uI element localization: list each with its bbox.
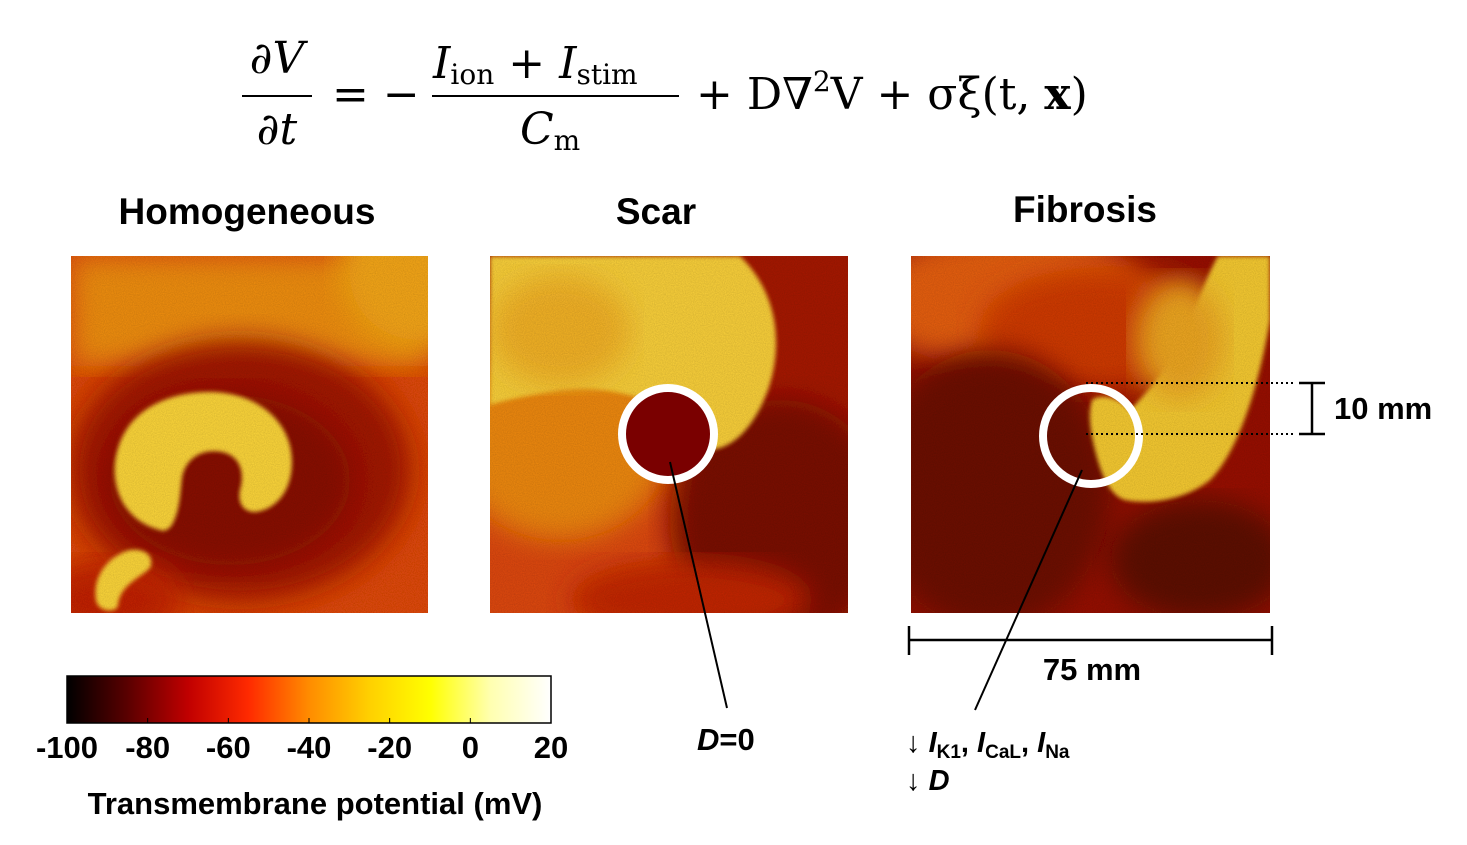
colorbar-tick-label: -100 <box>36 730 98 765</box>
lhs-denominator: ∂t <box>257 104 298 155</box>
lhs-numerator: ∂V <box>250 33 309 84</box>
fibrosis-ring <box>1039 384 1143 488</box>
fibrosis-leader-line <box>974 469 1083 711</box>
colorbar-tick-label: 20 <box>534 730 568 765</box>
colorbar-tick-label: 0 <box>462 730 479 765</box>
scar-leader-line <box>669 461 728 709</box>
scar-ring <box>618 384 718 484</box>
panel-title-scar: Scar <box>616 191 696 232</box>
scar-annotation: D=0 <box>697 722 755 757</box>
scar-core <box>622 388 714 480</box>
colorbar-tick-label: -80 <box>125 730 170 765</box>
governing-equation: ∂V ∂t = − Iion + Istim Cm + D∇2V + σξ(t,… <box>242 33 1088 157</box>
rhs-numerator: Iion + Istim <box>432 38 638 91</box>
scale-label-10mm: 10 mm <box>1334 391 1432 426</box>
fibrosis-annotation-currents: ↓ IK1, ICaL, INa <box>906 727 1070 763</box>
colorbar-ticks: -100 -80 -60 -40 -20 0 20 <box>36 718 568 765</box>
panel-title-homogeneous: Homogeneous <box>119 191 376 232</box>
colorbar: -100 -80 -60 -40 -20 0 20 Transmembrane potent… <box>36 675 568 821</box>
scale-label-75mm: 75 mm <box>1043 652 1141 687</box>
scale-bar-horizontal: 75 mm <box>907 626 1274 687</box>
fibrosis-annotation-diffusion: ↓ D <box>906 765 950 797</box>
colorbar-strip <box>66 675 552 724</box>
panel-fibrosis <box>911 256 1270 613</box>
panel-homogeneous <box>71 256 428 613</box>
colorbar-tick-label: -20 <box>367 730 412 765</box>
equals-minus: = − <box>332 69 420 120</box>
colorbar-tick-label: -40 <box>287 730 332 765</box>
colorbar-tick-label: -60 <box>206 730 251 765</box>
panel-scar <box>490 256 848 613</box>
panel-title-fibrosis: Fibrosis <box>1013 189 1157 230</box>
colorbar-label: Transmembrane potential (mV) <box>88 786 543 821</box>
scale-bar-vertical: 10 mm <box>1086 381 1432 436</box>
rhs-terms: + D∇2V + σξ(t, x) <box>696 65 1088 120</box>
rhs-denominator: Cm <box>520 104 580 157</box>
